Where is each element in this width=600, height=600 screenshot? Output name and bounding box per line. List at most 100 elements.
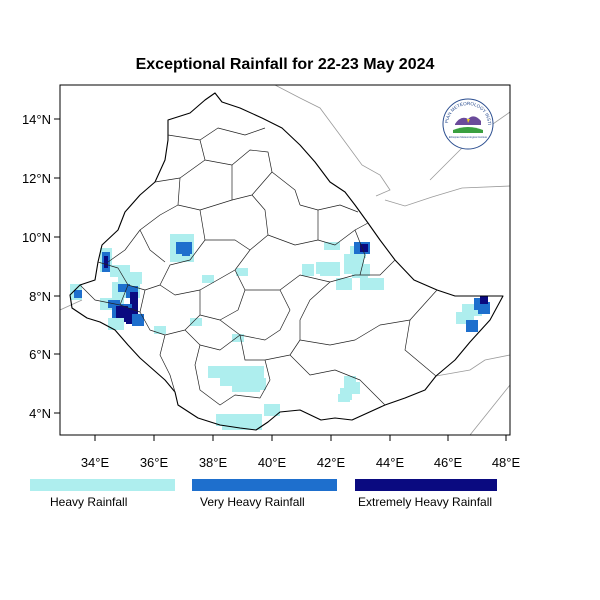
- rainfall-cell: [338, 394, 342, 398]
- rainfall-cell: [342, 394, 346, 398]
- rainfall-cell: [376, 286, 380, 290]
- rainfall-cell: [186, 234, 190, 238]
- rainfall-cell: [116, 310, 120, 314]
- rainfall-cell: [232, 374, 236, 378]
- rainfall-cell: [354, 254, 358, 258]
- rainfall-cell: [352, 274, 356, 278]
- rainfall-cell: [324, 272, 328, 276]
- rainfall-cell: [348, 278, 352, 282]
- rainfall-cell: [268, 404, 272, 408]
- rainfall-cell: [220, 414, 224, 418]
- rainfall-cell: [344, 270, 348, 274]
- y-tick-label: 12°N: [22, 171, 51, 186]
- rainfall-cell: [348, 262, 352, 266]
- rainfall-cell: [110, 265, 114, 269]
- rainfall-cell: [258, 422, 262, 426]
- legend-label-heavy: Heavy Rainfall: [50, 495, 128, 509]
- rainfall-cell: [228, 378, 232, 382]
- rainfall-cell: [364, 248, 368, 252]
- rainfall-cell: [358, 268, 362, 272]
- rainfall-cell: [264, 404, 268, 408]
- rainfall-cell: [116, 318, 120, 322]
- rainfall-cell: [244, 268, 248, 272]
- rainfall-cell: [350, 250, 354, 254]
- rainfall-cell: [224, 374, 228, 378]
- rainfall-cell: [328, 262, 332, 266]
- rainfall-cell: [262, 386, 266, 390]
- rainfall-cell: [348, 388, 352, 392]
- rainfall-cell: [240, 268, 244, 272]
- rainfall-cell: [112, 294, 116, 298]
- rainfall-cell: [174, 234, 178, 238]
- rainfall-cell: [184, 242, 188, 246]
- rainfall-cell: [332, 246, 336, 250]
- rainfall-cell: [102, 268, 106, 272]
- rainfall-cell: [368, 286, 372, 290]
- rainfall-cell: [194, 322, 198, 326]
- rainfall-cell: [256, 374, 260, 378]
- rainfall-cell: [380, 282, 384, 286]
- rainfall-cell: [486, 306, 490, 310]
- rainfall-cell: [364, 244, 368, 248]
- rainfall-cell: [234, 418, 238, 422]
- rainfall-cell: [272, 408, 276, 412]
- rainfall-cell: [482, 310, 486, 314]
- rainfall-cell: [366, 268, 370, 272]
- rainfall-cell: [340, 282, 344, 286]
- rainfall-cell: [174, 238, 178, 242]
- rainfall-cell: [258, 418, 262, 422]
- rainfall-cell: [344, 278, 348, 282]
- rainfall-cell: [474, 328, 478, 332]
- legend-label-extremely-heavy: Extremely Heavy Rainfall: [358, 495, 493, 509]
- rainfall-cell: [466, 304, 470, 308]
- rainfall-cell: [252, 374, 256, 378]
- rainfall-cell: [306, 268, 310, 272]
- rainfall-cell: [302, 272, 306, 276]
- rainfall-cell: [320, 262, 324, 266]
- rainfall-cell: [220, 382, 224, 386]
- rainfall-cell: [186, 238, 190, 242]
- rainfall-cell: [232, 388, 236, 392]
- rainfall-cell: [232, 380, 236, 384]
- rainfall-cell: [100, 306, 104, 310]
- rainfall-cell: [236, 366, 240, 370]
- rainfall-cell: [136, 314, 140, 318]
- y-tick-label: 6°N: [29, 347, 51, 362]
- rainfall-cell: [260, 370, 264, 374]
- rainfall-cell: [154, 326, 158, 330]
- rainfall-cell: [232, 414, 236, 418]
- rainfall-cell: [104, 302, 108, 306]
- rainfall-cell: [328, 272, 332, 276]
- rainfall-cell: [470, 324, 474, 328]
- rainfall-cell: [138, 272, 142, 276]
- rainfall-cell: [250, 422, 254, 426]
- rainfall-cell: [114, 269, 118, 273]
- rainfall-cell: [120, 310, 124, 314]
- rainfall-cell: [478, 306, 482, 310]
- rainfall-cell: [242, 422, 246, 426]
- rainfall-cell: [134, 286, 138, 290]
- rainfall-cell: [344, 380, 348, 384]
- rainfall-cell: [126, 314, 130, 318]
- rainfall-cell: [134, 272, 138, 276]
- rainfall-cell: [262, 382, 266, 386]
- rainfall-cell: [178, 258, 182, 262]
- rainfall-cell: [130, 272, 134, 276]
- rainfall-cell: [310, 272, 314, 276]
- rainfall-cell: [320, 272, 324, 276]
- rainfall-cell: [254, 422, 258, 426]
- rainfall-cell: [162, 330, 166, 334]
- rainfall-cell: [232, 366, 236, 370]
- rainfall-cell: [272, 404, 276, 408]
- rainfall-cell: [352, 262, 356, 266]
- rainfall-cell: [352, 258, 356, 262]
- rainfall-cell: [354, 246, 358, 250]
- legend-swatch-heavy: [30, 479, 175, 491]
- rainfall-cell: [228, 374, 232, 378]
- rainfall-cell: [110, 273, 114, 277]
- rainfall-cell: [276, 408, 280, 412]
- x-tick-label: 44°E: [376, 455, 405, 470]
- rainfall-cell: [130, 308, 134, 312]
- legend-heavy: Heavy Rainfall: [30, 477, 175, 517]
- rainfall-cell: [252, 366, 256, 370]
